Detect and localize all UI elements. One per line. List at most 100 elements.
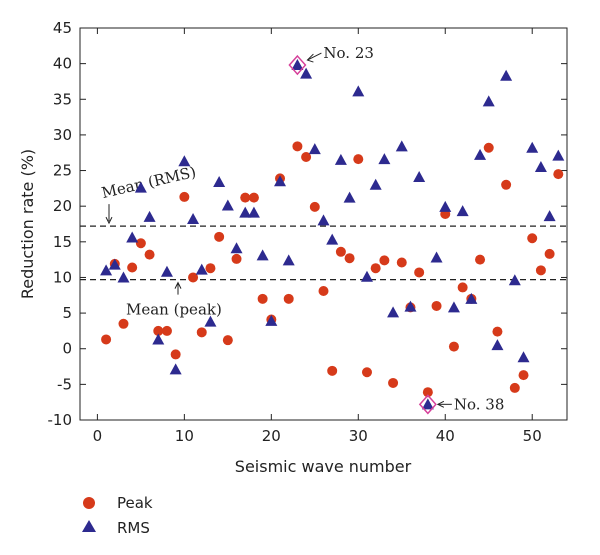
peak-point <box>188 272 199 283</box>
peak-point <box>388 377 399 388</box>
peak-point <box>509 382 520 393</box>
legend-peak-label: Peak <box>117 494 153 512</box>
peak-point <box>396 257 407 268</box>
rms-point <box>517 351 530 363</box>
rms-point <box>552 149 565 161</box>
peak-point <box>318 285 329 296</box>
rms-point <box>360 270 373 282</box>
peak-point <box>240 192 251 203</box>
peak-point <box>414 267 425 278</box>
peak-point <box>118 318 129 329</box>
rms-point <box>421 398 434 410</box>
peak-point <box>196 327 207 338</box>
rms-point <box>343 191 356 203</box>
peak-point <box>205 263 216 274</box>
mean-peak-arrowhead <box>174 281 182 289</box>
peak-point <box>127 262 138 273</box>
peak-point <box>431 300 442 311</box>
peak-point <box>257 293 268 304</box>
rms-point <box>465 292 478 304</box>
peak-point <box>457 282 468 293</box>
y-tick-label: 0 <box>62 340 72 358</box>
legend-peak-marker <box>83 497 95 509</box>
peak-point <box>135 238 146 249</box>
peak-point <box>353 154 364 165</box>
mean-rms-arrowhead <box>105 216 113 225</box>
rms-point <box>282 254 295 266</box>
peak-point <box>309 201 320 212</box>
rms-point <box>256 249 269 261</box>
annotation-arrow <box>307 52 322 61</box>
rms-point <box>526 141 539 153</box>
peak-point <box>553 169 564 180</box>
rms-point <box>534 160 547 172</box>
rms-point <box>369 178 382 190</box>
annotations: No. 23 No. 38 <box>288 44 504 415</box>
rms-point <box>195 263 208 275</box>
rms-point <box>500 69 513 81</box>
rms-point <box>126 231 139 243</box>
x-tick-label: 20 <box>262 427 281 445</box>
peak-point <box>101 334 112 345</box>
rms-point <box>178 155 191 167</box>
rms-point <box>134 181 147 193</box>
rms-point <box>100 264 113 276</box>
x-tick-label: 40 <box>436 427 455 445</box>
peak-point <box>170 349 181 360</box>
data-points <box>100 59 565 410</box>
rms-point <box>387 306 400 318</box>
rms-point <box>274 175 287 187</box>
y-tick-label: 45 <box>53 19 72 37</box>
peak-point <box>222 335 233 346</box>
legend-rms-marker <box>82 520 96 532</box>
rms-point <box>213 175 226 187</box>
peak-point <box>292 141 303 152</box>
peak-point <box>248 192 259 203</box>
rms-point <box>308 143 321 155</box>
y-tick-label: -5 <box>57 375 72 393</box>
x-tick-label: 0 <box>93 427 103 445</box>
peak-point <box>161 325 172 336</box>
rms-point <box>265 314 278 326</box>
peak-point <box>492 326 503 337</box>
rms-point <box>152 333 165 345</box>
rms-point <box>334 153 347 165</box>
legend-rms-label: RMS <box>117 519 150 537</box>
rms-point <box>508 274 521 286</box>
rms-point <box>430 251 443 263</box>
rms-point <box>352 85 365 97</box>
rms-point <box>413 170 426 182</box>
highlight-diamond <box>288 54 307 76</box>
peak-point <box>379 255 390 266</box>
rms-point <box>143 210 156 222</box>
rms-point <box>169 363 182 375</box>
rms-point <box>474 148 487 160</box>
peak-point <box>344 253 355 264</box>
peak-point <box>544 248 555 259</box>
rms-point <box>395 140 408 152</box>
y-tick-label: 40 <box>53 55 72 73</box>
rms-point <box>291 59 304 71</box>
rms-point <box>404 300 417 312</box>
peak-point <box>518 370 529 381</box>
rms-point <box>439 200 452 212</box>
y-tick-label: 5 <box>62 304 72 322</box>
peak-point <box>527 233 538 244</box>
legend: Peak RMS <box>82 494 153 537</box>
y-tick-label: 30 <box>53 126 72 144</box>
y-tick-label: 20 <box>53 197 72 215</box>
annotation-arrowhead <box>306 53 314 63</box>
y-tick-label: 15 <box>53 233 72 251</box>
highlight-diamond <box>418 394 437 415</box>
rms-point <box>247 206 260 218</box>
y-tick-label: 10 <box>53 268 72 286</box>
rms-point <box>221 199 234 211</box>
rms-point <box>300 67 313 79</box>
rms-point <box>447 301 460 313</box>
annotation-label: No. 23 <box>323 44 374 62</box>
peak-point <box>327 365 338 376</box>
rms-point <box>204 315 217 327</box>
peak-point <box>144 249 155 260</box>
rms-point <box>187 213 200 225</box>
